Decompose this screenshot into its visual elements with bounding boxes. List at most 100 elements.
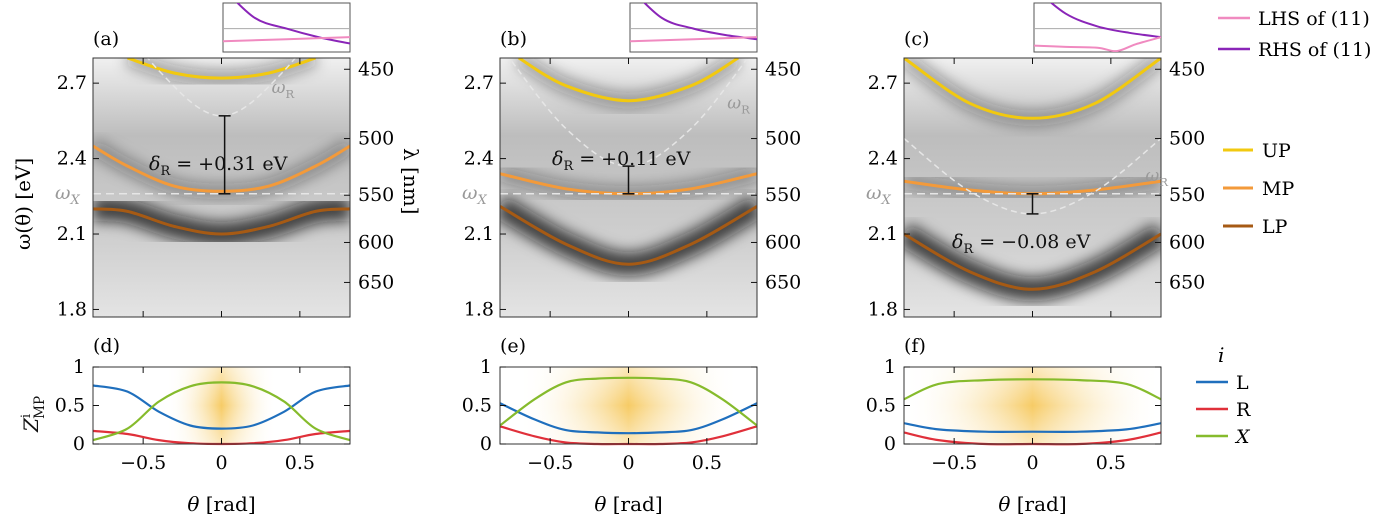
- y-tick-label: 0.5: [462, 395, 492, 417]
- y-tick-label: 1: [480, 356, 492, 378]
- panel-label: (e): [500, 335, 526, 357]
- y-tick-label: 0: [884, 433, 896, 455]
- x-tick-label: 0.5: [692, 452, 722, 474]
- inset-RHS-curve: [236, 3, 350, 45]
- delta-label: δR = −0.08 eV: [952, 231, 1091, 257]
- omega-X-label: ωX: [55, 182, 81, 208]
- y-tick-label: 0: [73, 433, 85, 455]
- x-tick-label: −0.5: [527, 452, 573, 474]
- panel-label: (d): [93, 335, 120, 357]
- panel-label: (c): [904, 28, 929, 50]
- right-tick-label: 550: [765, 184, 801, 206]
- inset-LHS-curve: [630, 36, 757, 43]
- inset-RHS-curve: [1049, 3, 1161, 39]
- curve-X: [92, 381, 351, 442]
- right-tick-label: 650: [765, 271, 801, 293]
- legend-bottom-title: i: [1218, 343, 1224, 367]
- y-tick-label: 2.7: [464, 72, 494, 94]
- y-tick-label: 2.4: [57, 148, 87, 170]
- panel-bottom-2: 0 0.5 1 −0.5 0 0.5 θ [rad] (f): [866, 335, 1162, 516]
- curve-UP: [518, 58, 739, 103]
- x-tick-label: 0.5: [285, 452, 315, 474]
- right-tick-label: 550: [358, 184, 394, 206]
- bottom-y-axis-text: ZiMP: [19, 396, 48, 433]
- inset: [222, 2, 351, 53]
- panel-label: (b): [500, 28, 527, 50]
- curve-X: [499, 376, 758, 427]
- legend-label-RHS: RHS of (11): [1258, 39, 1371, 61]
- omega-X-label: ωX: [866, 182, 892, 208]
- x-tick-label: 0: [622, 452, 634, 474]
- x-tick-label: −0.5: [931, 452, 977, 474]
- y-tick-label: 2.1: [57, 223, 87, 245]
- legend-label-LP: LP: [1262, 216, 1288, 238]
- y-tick-label: 0: [480, 433, 492, 455]
- x-tick-label: 0.5: [1096, 452, 1126, 474]
- y-tick-label: 0.5: [55, 395, 85, 417]
- right-y-axis-label: λ [nm]: [399, 148, 423, 214]
- y-tick-label: 1.8: [868, 298, 898, 320]
- delta-label: δR = +0.11 eV: [552, 148, 691, 174]
- legend-middle: UP MP LP: [1223, 140, 1294, 238]
- y-tick-label: 1: [73, 356, 85, 378]
- x-tick-label: −0.5: [120, 452, 166, 474]
- right-tick-label: 600: [765, 231, 801, 253]
- top-y-axis-label: ω(θ) [eV]: [11, 158, 35, 250]
- omega-X-label: ωX: [462, 182, 488, 208]
- right-tick-label: 450: [1169, 58, 1205, 80]
- delta-label: δR = +0.31 eV: [149, 153, 288, 179]
- right-tick-label: 650: [358, 271, 394, 293]
- right-tick-label: 600: [1169, 231, 1205, 253]
- panel-top-2: 1.8 2.1 2.4 2.7 450 500 550 600 650 ωX ωR δR = −0.0…: [866, 2, 1205, 320]
- inset-LHS-curve: [223, 36, 350, 43]
- curve-LP: [93, 207, 350, 236]
- y-tick-label: 2.7: [57, 72, 87, 94]
- legend-label-X: X: [1234, 426, 1251, 448]
- right-tick-label: 500: [1169, 128, 1205, 150]
- inset-frame: [1033, 2, 1162, 53]
- y-tick-label: 2.7: [868, 72, 898, 94]
- y-tick-label: 0.5: [866, 395, 896, 417]
- curve-L: [92, 384, 351, 430]
- legend-label-LHS: LHS of (11): [1258, 8, 1370, 30]
- omega-R-label: ωR: [727, 93, 750, 116]
- curve-X: [903, 378, 1162, 401]
- curve-LP: [904, 232, 1161, 291]
- x-axis-label: θ [rad]: [187, 492, 255, 516]
- y-tick-label: 2.1: [868, 223, 898, 245]
- right-tick-label: 450: [765, 58, 801, 80]
- curve-L: [499, 402, 758, 435]
- inset: [1033, 2, 1162, 53]
- y-tick-label: 1: [884, 356, 896, 378]
- panel-label: (f): [904, 335, 926, 357]
- y-tick-label: 1.8: [57, 298, 87, 320]
- right-tick-label: 650: [1169, 271, 1205, 293]
- right-tick-label: 550: [1169, 184, 1205, 206]
- curve-MP: [93, 144, 350, 193]
- legend-top: LHS of (11) RHS of (11): [1218, 8, 1371, 61]
- legend-label-MP: MP: [1262, 178, 1294, 200]
- right-tick-label: 600: [358, 231, 394, 253]
- panels: 1.8 2.1 2.4 2.7 450 500 550 600 650 ωX ωR δR = +0.3…: [11, 2, 1205, 516]
- curve-UP: [127, 58, 316, 80]
- y-tick-label: 1.8: [464, 298, 494, 320]
- highlight-fade: [518, 367, 739, 444]
- omega-R-label: ωR: [1145, 166, 1168, 189]
- inset: [629, 2, 758, 53]
- inset-RHS-curve: [643, 3, 757, 41]
- omega-R-label: ωR: [272, 78, 295, 101]
- x-axis-label: θ [rad]: [998, 492, 1066, 516]
- y-tick-label: 2.4: [464, 148, 494, 170]
- legend-label-UP: UP: [1262, 140, 1291, 162]
- highlight-fade: [166, 367, 277, 444]
- panel-bottom-1: 0 0.5 1 −0.5 0 0.5 θ [rad] (e): [462, 335, 758, 516]
- bottom-y-axis-label: ZiMP: [19, 396, 48, 433]
- x-tick-label: 0: [1026, 452, 1038, 474]
- right-tick-label: 500: [765, 128, 801, 150]
- curve-L: [903, 422, 1162, 433]
- x-tick-label: 0: [215, 452, 227, 474]
- inset-LHS-curve: [1034, 36, 1161, 52]
